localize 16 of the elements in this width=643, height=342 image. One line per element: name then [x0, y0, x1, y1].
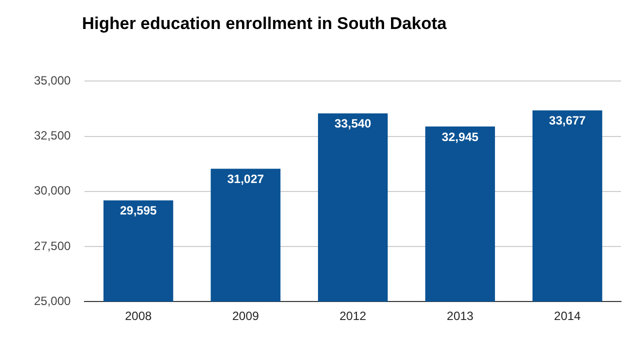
chart-title: Higher education enrollment in South Dakota: [82, 14, 447, 34]
data-label: 32,945: [442, 130, 479, 144]
y-tick-label: 32,500: [34, 128, 72, 143]
y-tick-label: 30,000: [34, 184, 72, 198]
y-tick-label: 35,000: [34, 74, 72, 88]
x-tick-label: 2014: [554, 309, 582, 324]
data-label: 33,677: [549, 114, 586, 128]
x-tick-label: 2008: [124, 309, 152, 324]
y-tick-label: 25,000: [34, 294, 72, 308]
y-tick-label: 27,500: [34, 238, 72, 253]
x-tick-label: 2012: [340, 309, 367, 324]
data-label: 29,595: [120, 204, 158, 218]
x-tick-label: 2013: [446, 309, 474, 324]
data-label: 33,540: [334, 116, 372, 131]
data-label: 31,027: [227, 172, 264, 186]
x-tick-label: 2009: [232, 309, 260, 324]
